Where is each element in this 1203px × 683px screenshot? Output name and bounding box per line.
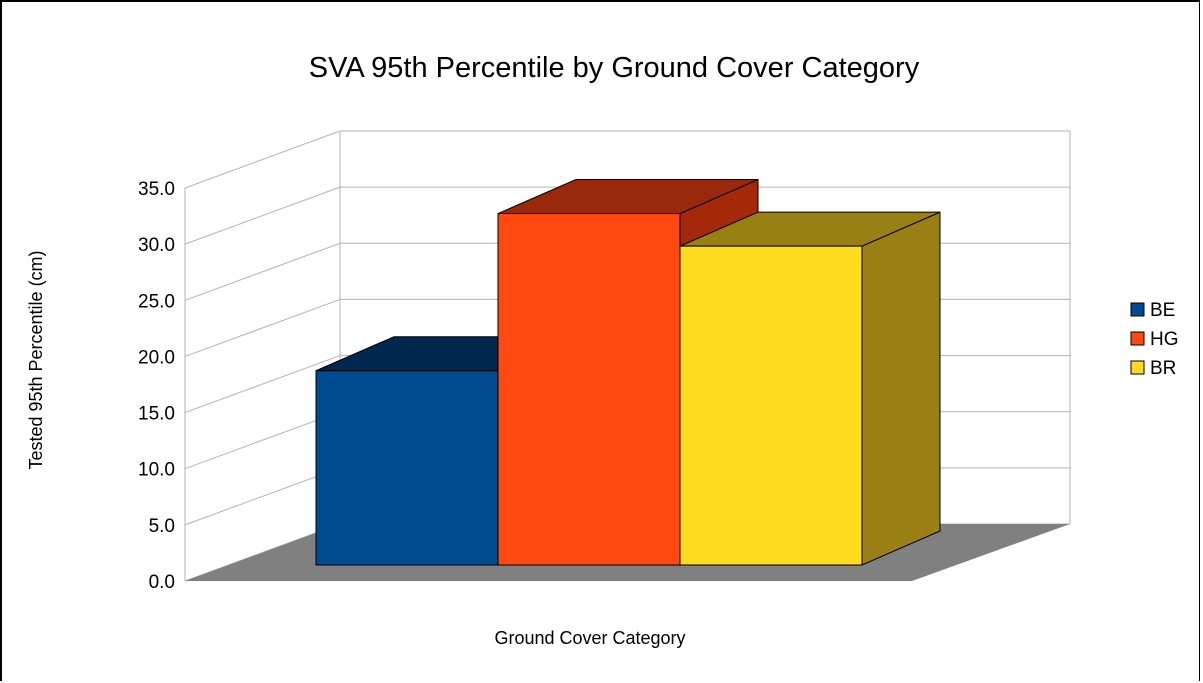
y-axis-tick-labels: 0.0 5.0 10.0 15.0 20.0 25.0 30.0 35.0 [138, 179, 175, 593]
legend-label: BR [1150, 358, 1176, 379]
chart-bars [315, 178, 941, 566]
gridline-side [184, 411, 341, 470]
gridline-side [184, 242, 341, 301]
legend-item-hg: HG [1130, 329, 1179, 350]
legend: BE HG BR [1130, 300, 1179, 379]
gridline-side [184, 298, 341, 357]
legend-item-be: BE [1130, 300, 1175, 321]
y-tick-label: 35.0 [138, 179, 175, 200]
chart-title: SVA 95th Percentile by Ground Cover Cate… [309, 52, 920, 84]
y-axis-label: Tested 95th Percentile (cm) [26, 250, 46, 469]
legend-swatch [1130, 331, 1145, 346]
y-tick-label: 15.0 [138, 404, 175, 425]
gridline-side [184, 130, 341, 189]
legend-label: HG [1150, 329, 1179, 350]
y-tick-label: 20.0 [138, 347, 175, 368]
y-tick-label: 0.0 [149, 572, 175, 593]
y-tick-label: 30.0 [138, 235, 175, 256]
legend-swatch [1130, 360, 1145, 375]
gridline-side [184, 355, 341, 414]
legend-item-br: BR [1130, 358, 1176, 379]
x-axis-label: Ground Cover Category [494, 628, 685, 648]
gridline-side [184, 467, 341, 526]
bar-side-face [861, 211, 941, 566]
y-tick-label: 25.0 [138, 291, 175, 312]
bar-front-face [679, 245, 863, 566]
y-tick-label: 5.0 [149, 516, 175, 537]
legend-label: BE [1150, 300, 1175, 321]
bar-br [679, 211, 941, 566]
bar-front-face [315, 370, 499, 566]
y-tick-label: 10.0 [138, 460, 175, 481]
bar-front-face [497, 213, 681, 566]
gridline-side [184, 186, 341, 245]
legend-swatch [1130, 302, 1145, 317]
